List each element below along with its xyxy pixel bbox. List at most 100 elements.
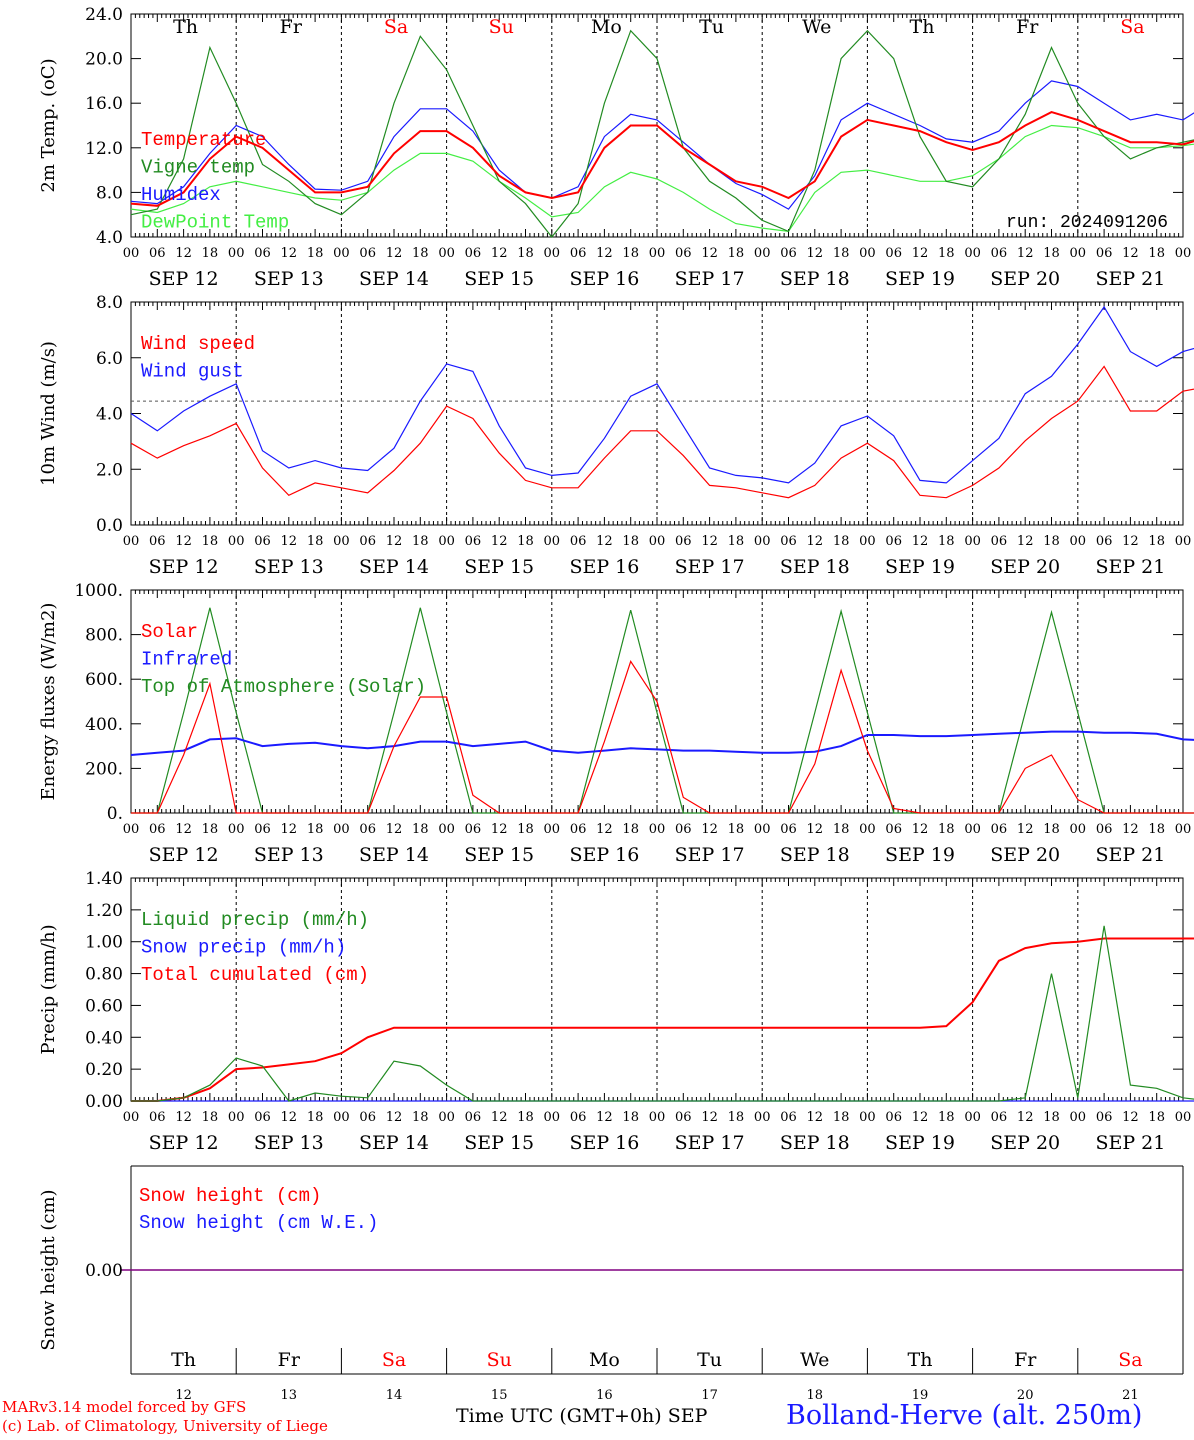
hour-tick-label: 18 (833, 1110, 850, 1125)
date-label: SEP 17 (675, 556, 745, 578)
y-tick-label: 4.0 (96, 228, 123, 248)
hour-tick-label: 00 (859, 1110, 876, 1125)
series-line (131, 925, 1194, 1102)
hour-tick-label: 06 (1096, 822, 1113, 837)
y-tick-label: 1.20 (85, 901, 123, 921)
legend-entry: Snow height (cm W.E.) (139, 1212, 378, 1234)
series-line (131, 937, 1194, 1102)
hour-tick-label: 06 (780, 534, 797, 549)
date-label: SEP 16 (569, 556, 639, 578)
weekday-label: Sa (1118, 1349, 1142, 1371)
date-label: SEP 20 (990, 844, 1060, 866)
day-number-label: 14 (386, 1388, 403, 1403)
hour-tick-label: 18 (517, 1110, 534, 1125)
hour-tick-label: 00 (1070, 534, 1087, 549)
time-axis-label: Time UTC (GMT+0h) SEP (456, 1405, 707, 1427)
hour-tick-label: 00 (649, 534, 666, 549)
hour-tick-label: 18 (517, 534, 534, 549)
date-label: SEP 13 (254, 1132, 324, 1154)
hour-tick-label: 06 (991, 246, 1008, 261)
hour-tick-label: 06 (885, 246, 902, 261)
date-label: SEP 14 (359, 844, 429, 866)
date-label: SEP 14 (359, 1132, 429, 1154)
hour-tick-label: 00 (1175, 1110, 1192, 1125)
y-tick-label: 800. (85, 626, 123, 646)
hour-tick-label: 06 (359, 246, 376, 261)
hour-tick-label: 00 (228, 246, 245, 261)
hour-tick-label: 06 (675, 246, 692, 261)
y-axis-label: 2m Temp. (oC) (38, 58, 59, 192)
hour-tick-label: 06 (465, 822, 482, 837)
weekday-label: Fr (1016, 16, 1039, 38)
hour-tick-label: 06 (885, 1110, 902, 1125)
hour-tick-label: 12 (281, 246, 298, 261)
hour-tick-label: 12 (1017, 534, 1034, 549)
hour-tick-label: 00 (544, 246, 561, 261)
weekday-label: Su (487, 1349, 512, 1371)
series-line (130, 111, 1194, 207)
hour-tick-label: 00 (859, 246, 876, 261)
legend-entry: DewPoint Temp (141, 212, 289, 234)
date-label: SEP 13 (254, 844, 324, 866)
hour-tick-label: 12 (807, 246, 824, 261)
hour-tick-label: 18 (622, 1110, 639, 1125)
day-number-label: 17 (701, 1388, 718, 1403)
hour-tick-label: 18 (307, 1110, 324, 1125)
hour-tick-label: 18 (1043, 534, 1060, 549)
weekday-label: Sa (1120, 16, 1144, 38)
hour-tick-label: 06 (570, 1110, 587, 1125)
hour-tick-label: 12 (281, 1110, 298, 1125)
hour-tick-label: 18 (833, 534, 850, 549)
weekday-label: Fr (280, 16, 303, 38)
hour-tick-label: 18 (1148, 1110, 1165, 1125)
y-tick-label: 1.00 (85, 933, 123, 953)
hour-tick-label: 00 (754, 534, 771, 549)
weekday-label: Th (910, 16, 935, 38)
hour-tick-label: 00 (1070, 246, 1087, 261)
day-number-label: 13 (281, 1388, 298, 1403)
hour-tick-label: 18 (1148, 534, 1165, 549)
hour-tick-label: 06 (991, 1110, 1008, 1125)
hour-tick-label: 06 (1096, 1110, 1113, 1125)
date-label: SEP 21 (1095, 1132, 1165, 1154)
model-line: MARv3.14 model forced by GFS (2, 1398, 247, 1416)
hour-tick-label: 06 (570, 534, 587, 549)
hour-tick-label: 00 (333, 246, 350, 261)
weekday-label: Th (908, 1349, 933, 1371)
date-label: SEP 19 (885, 268, 955, 290)
legend-entry: Humidex (141, 184, 221, 206)
date-label: SEP 16 (569, 1132, 639, 1154)
date-label: SEP 19 (885, 556, 955, 578)
hour-tick-label: 06 (780, 822, 797, 837)
legend-entry: Infrared (141, 649, 232, 671)
hour-tick-label: 12 (912, 1110, 929, 1125)
hour-tick-label: 18 (1148, 246, 1165, 261)
y-axis-label: Energy fluxes (W/m2) (38, 603, 59, 801)
hour-tick-label: 12 (807, 534, 824, 549)
y-tick-label: 6.0 (96, 349, 123, 369)
hour-tick-label: 12 (1122, 1110, 1139, 1125)
hour-tick-label: 12 (175, 246, 192, 261)
hour-tick-label: 00 (123, 246, 140, 261)
day-number-label: 12 (175, 1388, 192, 1403)
hour-tick-label: 06 (465, 534, 482, 549)
hour-tick-label: 12 (596, 534, 613, 549)
y-tick-label: 0. (107, 804, 123, 824)
y-tick-label: 1000. (74, 581, 123, 601)
hour-tick-label: 00 (649, 1110, 666, 1125)
hour-tick-label: 12 (281, 534, 298, 549)
hour-tick-label: 12 (912, 246, 929, 261)
hour-tick-label: 12 (386, 534, 403, 549)
hour-tick-label: 18 (728, 534, 745, 549)
hour-tick-label: 06 (780, 246, 797, 261)
hour-tick-label: 18 (728, 822, 745, 837)
hour-tick-label: 00 (438, 822, 455, 837)
hour-tick-label: 06 (885, 822, 902, 837)
hour-tick-label: 12 (596, 246, 613, 261)
hour-tick-label: 06 (675, 534, 692, 549)
date-label: SEP 12 (149, 844, 219, 866)
hour-tick-label: 18 (622, 534, 639, 549)
date-label: SEP 13 (254, 268, 324, 290)
hour-tick-label: 00 (649, 822, 666, 837)
